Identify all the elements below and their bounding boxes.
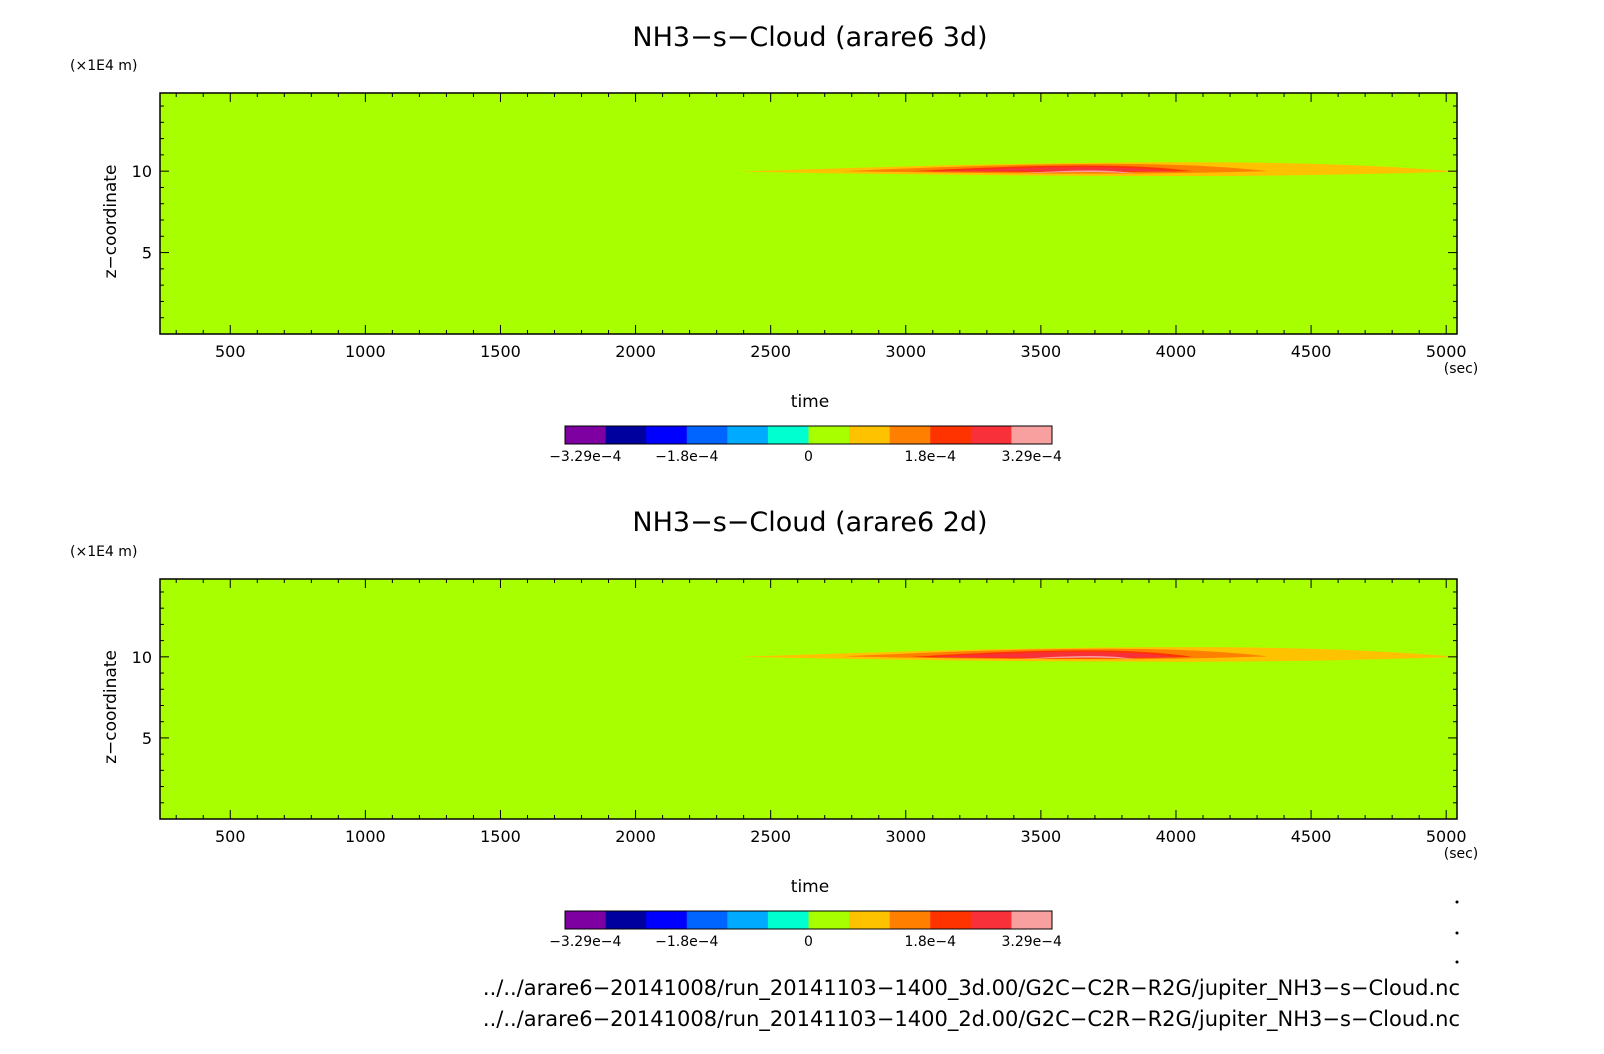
colorbar-swatch bbox=[767, 911, 809, 929]
colorbar-label: 1.8e−4 bbox=[904, 449, 956, 465]
x-tick-label: 5000 bbox=[1426, 827, 1467, 846]
x-tick-label: 3500 bbox=[1021, 342, 1062, 361]
colorbar-label: −1.8e−4 bbox=[655, 934, 718, 950]
x-tick-label: 500 bbox=[215, 342, 246, 361]
colorbar-swatch bbox=[646, 911, 688, 929]
plot-frame bbox=[159, 92, 1458, 335]
colorbar-label: −3.29e−4 bbox=[549, 449, 621, 465]
x-axis-label: time bbox=[791, 877, 829, 897]
y-unit-label: (×1E4 m) bbox=[70, 544, 137, 560]
x-tick-label: 4000 bbox=[1156, 342, 1197, 361]
stray-dot bbox=[1455, 931, 1459, 935]
colorbar-swatch bbox=[930, 911, 972, 929]
x-tick-label: 2000 bbox=[615, 827, 656, 846]
plot-frame bbox=[159, 578, 1458, 820]
contour-level bbox=[1016, 170, 1136, 174]
x-tick-label: 3000 bbox=[885, 342, 926, 361]
stray-dots bbox=[1455, 900, 1459, 964]
y-axis-label: z−coordinate bbox=[101, 165, 121, 279]
x-tick-label: 2000 bbox=[615, 342, 656, 361]
file-path-3d: ../../arare6−20141008/run_20141103−1400_… bbox=[483, 976, 1460, 1001]
colorbar-swatch bbox=[849, 426, 891, 444]
colorbar-frame bbox=[564, 425, 1053, 445]
bottom-panel: NH3−s−Cloud (arare6 2d) (×1E4 m) 500 1000 15… bbox=[70, 507, 1478, 950]
colorbar-swatch bbox=[849, 911, 891, 929]
top-panel: NH3−s−Cloud (arare6 3d) (×1E4 m) 500 1000 15… bbox=[70, 22, 1478, 465]
y-tick-label: 10 bbox=[132, 162, 152, 181]
x-tick-label: 4500 bbox=[1291, 827, 1332, 846]
colorbar-label: 3.29e−4 bbox=[1001, 449, 1062, 465]
y-axis-label: z−coordinate bbox=[101, 650, 121, 764]
colorbar-swatch bbox=[686, 911, 728, 929]
colorbar-swatch bbox=[1011, 426, 1053, 444]
x-tick-label: 3500 bbox=[1021, 827, 1062, 846]
contour-layer bbox=[740, 647, 1457, 662]
x-tick-label: 500 bbox=[215, 827, 246, 846]
colorbar-frame bbox=[564, 910, 1053, 930]
chart-title: NH3−s−Cloud (arare6 3d) bbox=[632, 22, 987, 53]
chart-title: NH3−s−Cloud (arare6 2d) bbox=[632, 507, 987, 538]
x-tick-label: 1500 bbox=[480, 342, 521, 361]
colorbar-swatch bbox=[565, 911, 607, 929]
stray-dot bbox=[1455, 960, 1459, 964]
colorbar-swatch bbox=[565, 426, 607, 444]
colorbar-swatch bbox=[605, 911, 647, 929]
colorbar-swatch bbox=[727, 426, 769, 444]
x-unit-label: (sec) bbox=[1444, 361, 1479, 377]
colorbar-label: −1.8e−4 bbox=[655, 449, 718, 465]
colorbar-swatch bbox=[930, 426, 972, 444]
colorbar-swatch bbox=[970, 426, 1012, 444]
colorbar-swatch bbox=[767, 426, 809, 444]
colorbar-label: 1.8e−4 bbox=[904, 934, 956, 950]
colorbar-swatch bbox=[889, 911, 931, 929]
x-tick-label: 4500 bbox=[1291, 342, 1332, 361]
x-tick-label: 1000 bbox=[345, 342, 386, 361]
colorbar-label: 3.29e−4 bbox=[1001, 934, 1062, 950]
x-tick-label: 5000 bbox=[1426, 342, 1467, 361]
x-tick-label: 2500 bbox=[750, 342, 791, 361]
x-tick-label: 1500 bbox=[480, 827, 521, 846]
stray-dot bbox=[1455, 900, 1459, 904]
file-path-2d: ../../arare6−20141008/run_20141103−1400_… bbox=[483, 1007, 1460, 1032]
colorbar-swatch bbox=[686, 426, 728, 444]
colorbar-swatch bbox=[1011, 911, 1053, 929]
x-unit-label: (sec) bbox=[1444, 846, 1479, 862]
field-background bbox=[160, 93, 1457, 334]
x-tick-label: 1000 bbox=[345, 827, 386, 846]
colorbar-swatch bbox=[605, 426, 647, 444]
colorbar-label: 0 bbox=[804, 934, 813, 950]
contour-level bbox=[927, 167, 1179, 172]
x-tick-label: 4000 bbox=[1156, 827, 1197, 846]
x-tick-label: 2500 bbox=[750, 827, 791, 846]
colorbar-swatch bbox=[808, 911, 850, 929]
contour-level bbox=[1016, 656, 1136, 660]
x-tick-label: 3000 bbox=[885, 827, 926, 846]
y-tick-label: 10 bbox=[132, 648, 152, 667]
y-tick-label: 5 bbox=[142, 244, 152, 263]
contour-layer bbox=[740, 162, 1457, 177]
colorbar-swatch bbox=[808, 426, 850, 444]
contour-level bbox=[927, 651, 1179, 658]
y-unit-label: (×1E4 m) bbox=[70, 58, 137, 74]
colorbar-swatch bbox=[646, 426, 688, 444]
x-axis-label: time bbox=[791, 392, 829, 412]
colorbar-swatch bbox=[970, 911, 1012, 929]
colorbar-swatch bbox=[889, 426, 931, 444]
colorbar-label: 0 bbox=[804, 449, 813, 465]
colorbar-swatch bbox=[727, 911, 769, 929]
colorbar-label: −3.29e−4 bbox=[549, 934, 621, 950]
field-background bbox=[160, 579, 1457, 819]
file-paths: ../../arare6−20141008/run_20141103−1400_… bbox=[483, 976, 1460, 1032]
y-tick-label: 5 bbox=[142, 729, 152, 748]
